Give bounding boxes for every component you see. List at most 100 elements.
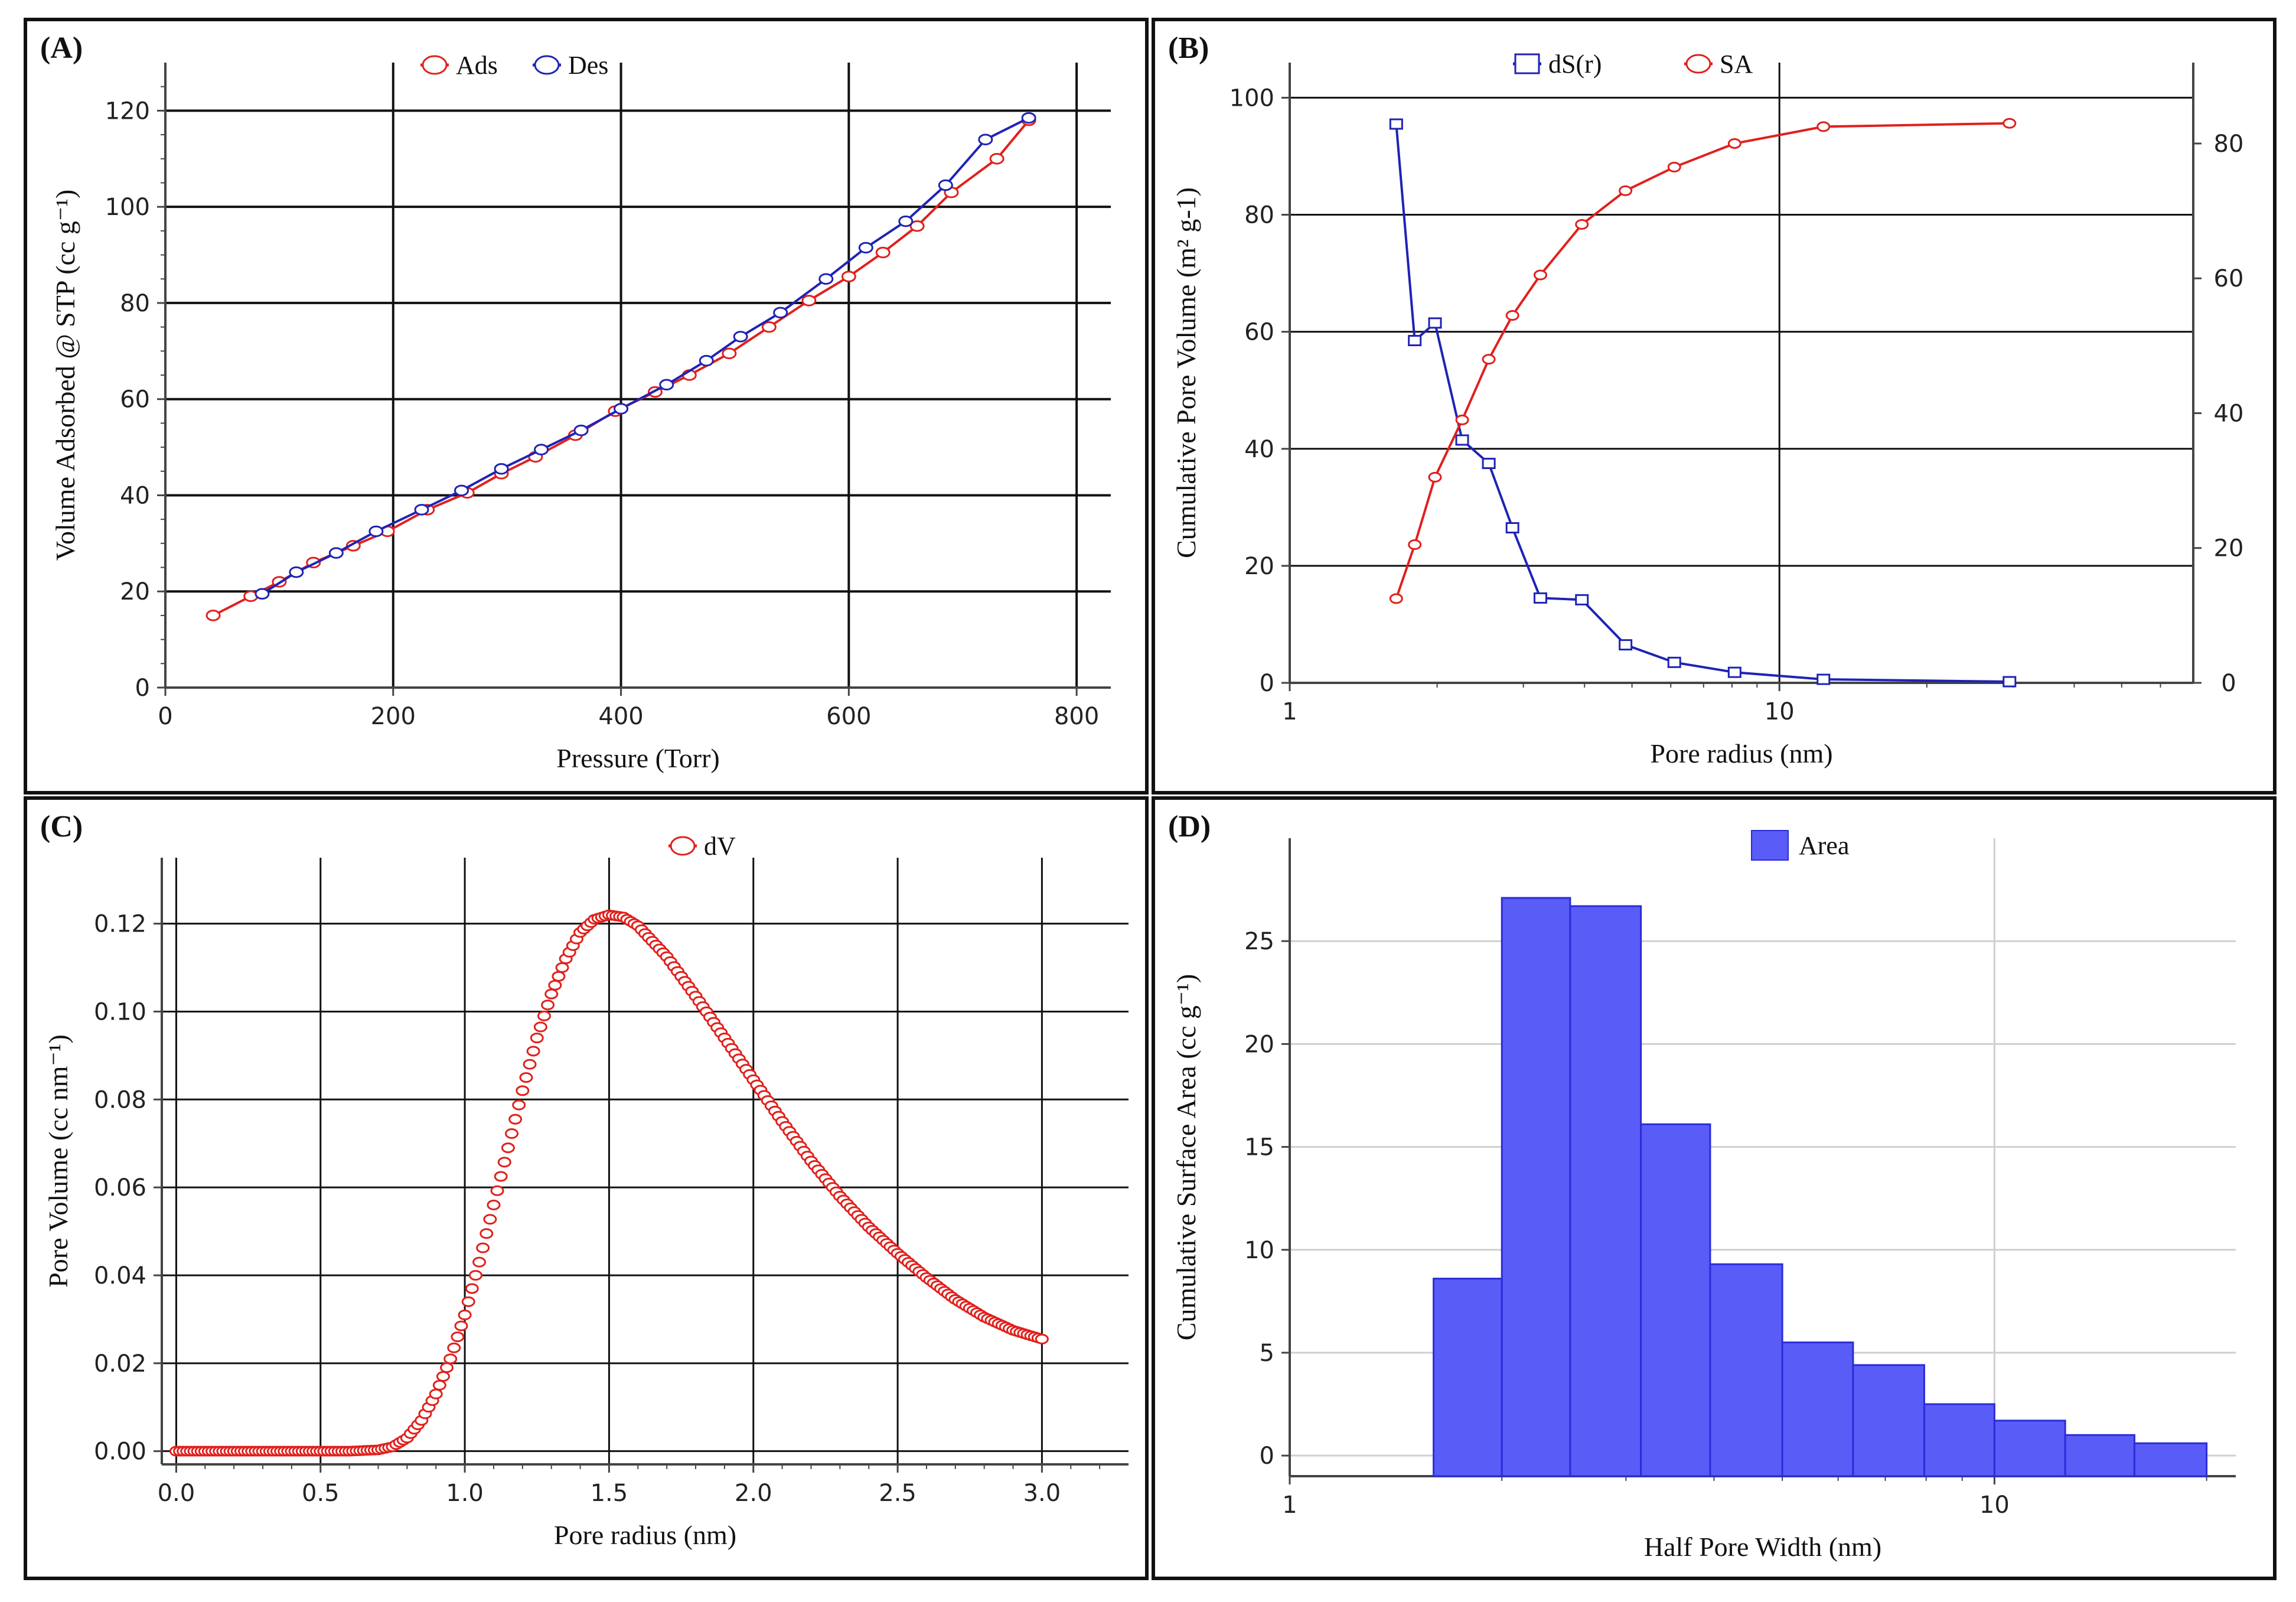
y2-tick-label: 20	[2214, 535, 2244, 562]
histogram-bar	[2064, 1434, 2135, 1477]
data-point-sa	[1505, 310, 1519, 321]
legend-marker	[1685, 54, 1711, 74]
data-point-dv	[476, 1242, 490, 1253]
data-point-des	[573, 424, 589, 437]
histogram-bar	[1640, 1123, 1711, 1477]
data-point-dv	[461, 1296, 475, 1307]
data-point-des	[938, 179, 953, 191]
histogram-bar	[1993, 1419, 2066, 1477]
data-point-sa	[1667, 161, 1681, 172]
histogram-bar	[1781, 1341, 1854, 1477]
series-line-dsr	[1395, 123, 2010, 683]
data-point-dv	[468, 1269, 482, 1281]
x-tick-label: 10	[1765, 698, 1795, 725]
data-point-des	[773, 307, 788, 318]
x-tick-label: 0.5	[302, 1480, 340, 1507]
chart-c: (C) 0.0 0.5 1.0 1.5 2.0 2.5 3.0 0.00 0.02 0.04 0.06…	[40, 810, 1129, 1550]
data-point-dsr	[1727, 666, 1741, 678]
data-point-des	[414, 504, 429, 516]
data-point-des	[818, 273, 834, 285]
y-tick-label: 80	[1244, 202, 1274, 229]
panel-d: (D) 1 10 0 5 10 15 20 25 Half Pore Width (nm) Cumu…	[1152, 796, 2277, 1580]
chart-a: (A) 0 200 400 600 800 0 20 40 60 80 100 120 Pressure …	[40, 31, 1111, 773]
legend-label: dS(r)	[1548, 50, 1602, 79]
data-point-dv	[487, 1199, 501, 1210]
y2-tick-label: 80	[2214, 131, 2244, 158]
data-point-dv	[443, 1353, 458, 1365]
legend-label: dV	[704, 832, 736, 861]
histogram-bar	[1852, 1364, 1925, 1477]
data-point-dv	[436, 1371, 450, 1382]
data-point-dv	[512, 1099, 526, 1111]
x-tick-label: 2.0	[735, 1480, 772, 1507]
data-point-sa	[1389, 593, 1403, 604]
data-point-dv	[432, 1380, 446, 1391]
y-tick-label: 40	[120, 482, 150, 509]
data-point-dv	[552, 971, 566, 982]
y-tick-label: 15	[1244, 1134, 1274, 1161]
x-tick-label: 1	[1282, 1492, 1297, 1519]
data-point-dv	[497, 1157, 511, 1168]
data-point-dsr	[1575, 594, 1589, 605]
y-tick-label: 0	[1260, 670, 1274, 697]
legend-swatch	[1751, 830, 1789, 861]
data-point-ads	[345, 540, 361, 552]
y-tick-label: 60	[1244, 319, 1274, 346]
y-tick-label: 20	[1244, 1031, 1274, 1058]
data-point-sa	[1428, 471, 1442, 483]
y-tick-label: 0.04	[94, 1262, 146, 1290]
x-tick-label: 200	[371, 703, 416, 730]
data-point-des	[699, 354, 714, 367]
panel-a: (A) 0 200 400 600 800 0 20 40 60 80 100 120 Pressure …	[24, 18, 1149, 795]
data-point-des	[858, 242, 873, 254]
data-point-dv	[447, 1342, 461, 1353]
data-point-dv	[494, 1171, 508, 1182]
data-point-dv	[440, 1362, 454, 1373]
data-point-dv	[472, 1256, 487, 1268]
x-tick-label: 3.0	[1023, 1480, 1061, 1507]
data-point-dv	[451, 1331, 465, 1343]
data-point-des	[978, 134, 993, 145]
data-point-des	[614, 403, 629, 415]
data-point-dv	[519, 1072, 533, 1083]
legend-label: Ads	[456, 51, 498, 80]
y-axis-title: Volume Adsorbed @ STP (cc g⁻¹)	[50, 190, 80, 561]
data-point-ads	[722, 347, 737, 360]
x-tick-label: 800	[1054, 703, 1099, 730]
y-tick-label: 100	[105, 194, 150, 221]
data-point-dv	[504, 1128, 518, 1139]
y-tick-label: 25	[1244, 928, 1274, 955]
data-point-dv	[454, 1320, 468, 1331]
data-point-des	[659, 379, 674, 391]
y-tick-label: 40	[1244, 436, 1274, 463]
y2-tick-label: 0	[2221, 670, 2236, 697]
data-point-dv	[544, 988, 559, 999]
legend-label: SA	[1720, 50, 1753, 79]
data-point-dv	[501, 1142, 515, 1154]
data-point-sa	[1727, 138, 1741, 149]
histogram-bar	[1709, 1263, 1783, 1477]
data-point-dv	[523, 1059, 537, 1070]
data-point-des	[255, 588, 270, 600]
legend-marker	[670, 836, 696, 856]
y-tick-label: 80	[120, 290, 150, 317]
data-point-dv	[429, 1388, 443, 1399]
y-tick-label: 0.10	[94, 998, 146, 1025]
y-tick-label: 0.02	[94, 1350, 146, 1378]
x-tick-label: 0.0	[158, 1480, 195, 1507]
legend-label: Area	[1799, 831, 1850, 860]
data-point-dsr	[1455, 434, 1469, 446]
data-point-dsr	[1408, 335, 1422, 347]
data-point-sa	[1482, 354, 1496, 365]
y-tick-label: 10	[1244, 1237, 1274, 1264]
y-tick-label: 60	[120, 386, 150, 413]
data-point-des	[368, 525, 384, 538]
panel-c: (C) 0.0 0.5 1.0 1.5 2.0 2.5 3.0 0.00 0.02 0.04 0.06…	[24, 796, 1149, 1580]
y-axis-title: Pore Volume (cc nm⁻¹)	[43, 1034, 73, 1288]
data-point-dv	[548, 979, 562, 991]
y-axis-title: Cumulative Pore Volume (m² g-1)	[1171, 187, 1201, 558]
x-tick-label: 1.5	[591, 1480, 628, 1507]
data-point-dv	[533, 1021, 547, 1033]
y-tick-label: 100	[1229, 84, 1274, 112]
